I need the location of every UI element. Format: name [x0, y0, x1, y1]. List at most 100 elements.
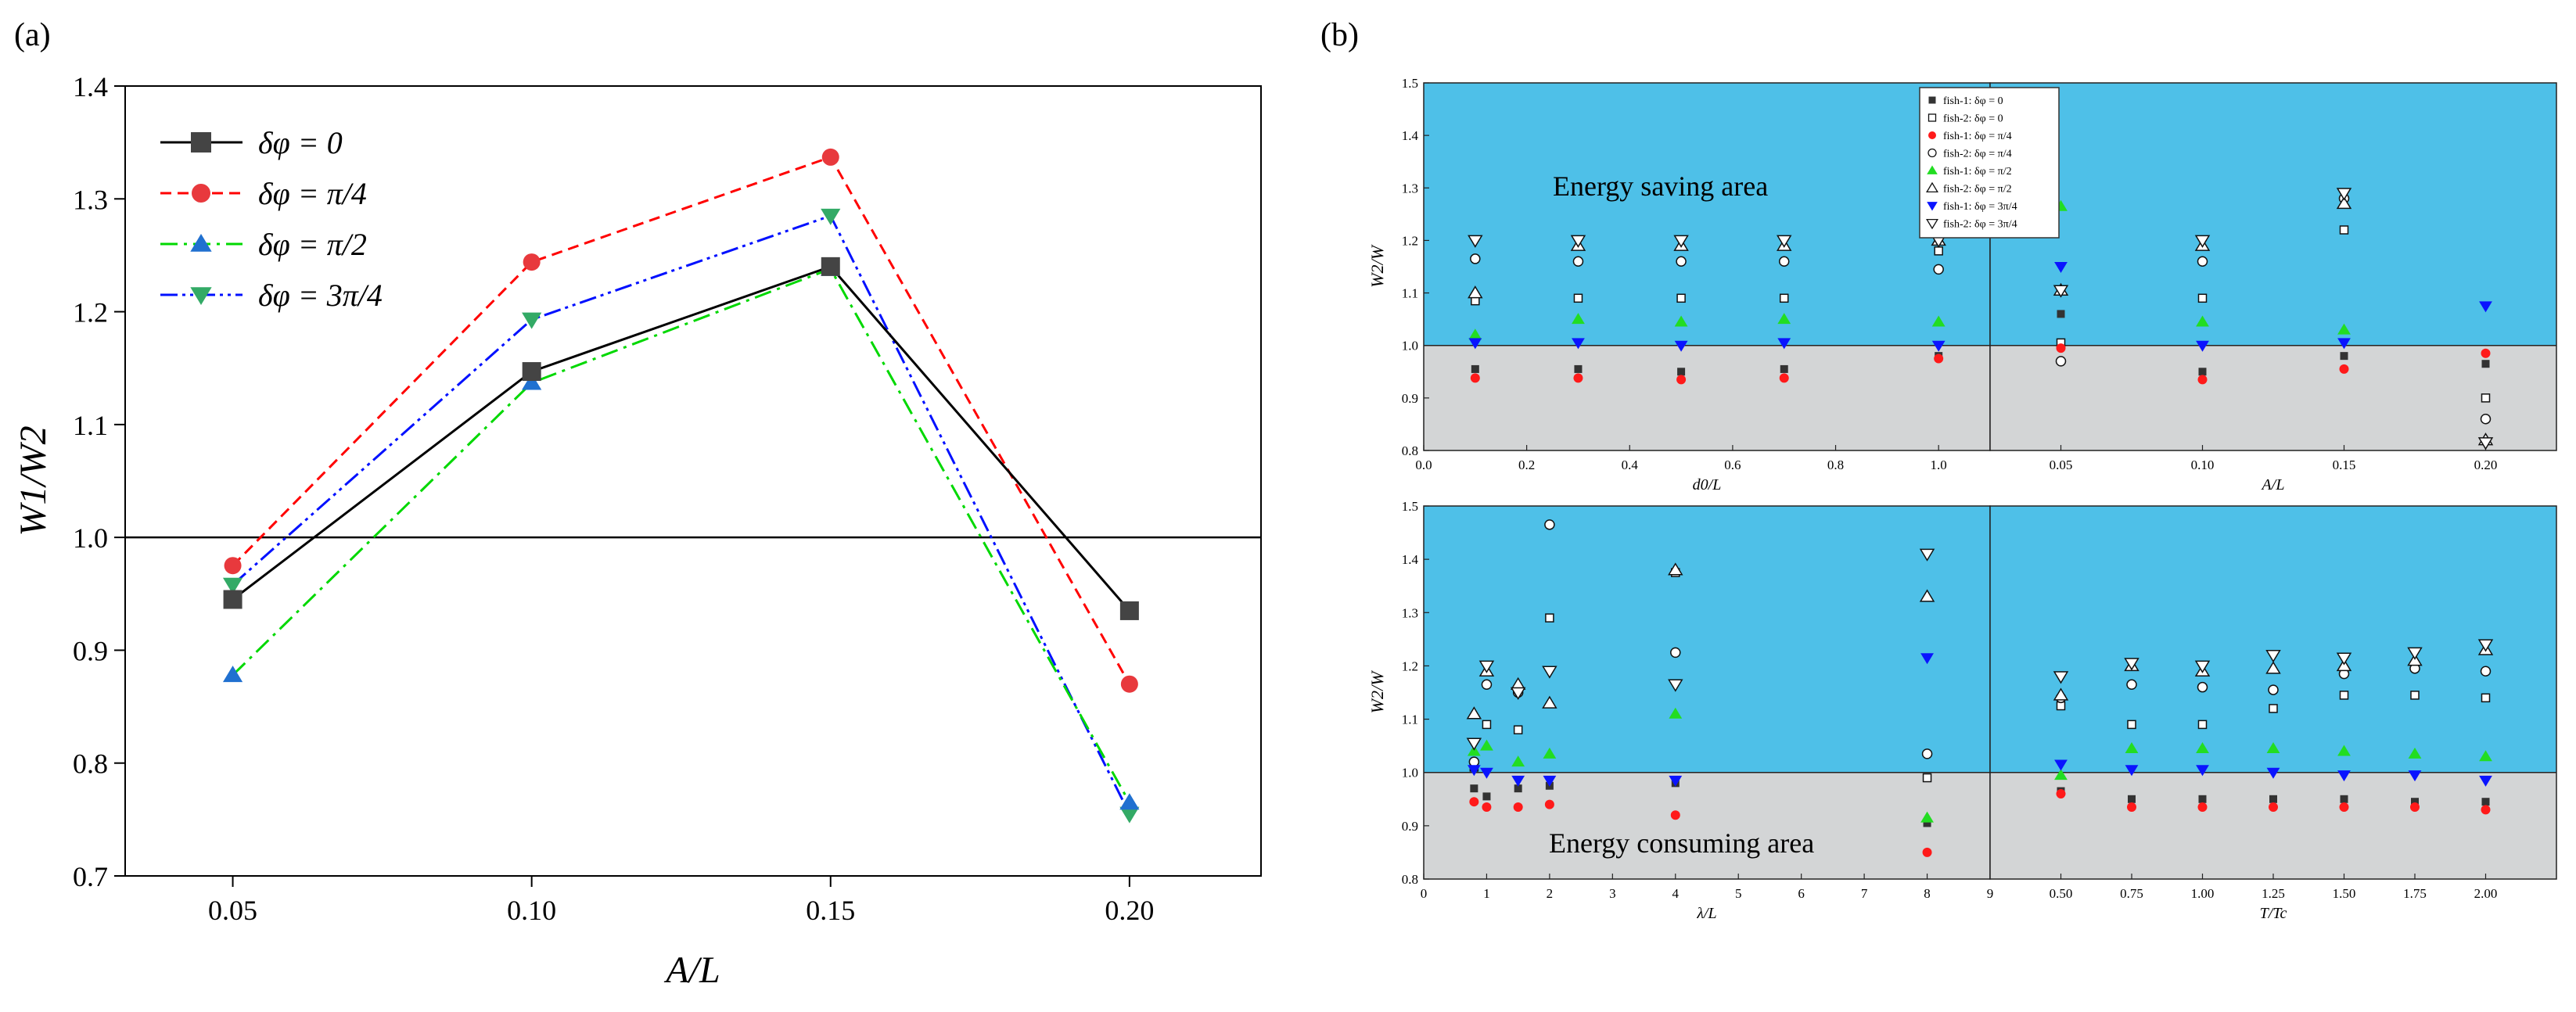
data-point: [522, 312, 542, 329]
data-point: [2340, 352, 2348, 361]
legend-marker: [1928, 131, 1936, 139]
data-point: [2053, 671, 2069, 684]
data-point: [2053, 687, 2069, 701]
legend-marker: [192, 184, 210, 203]
legend-marker: [190, 287, 212, 305]
subplot-1: 0.8 0.9 1.0 1.1 1.2 1.3 1.4 1.5 0.0 0.2 0.4 0.6 0.8 1…: [1402, 76, 1991, 493]
data-point: [2479, 301, 2492, 313]
data-point: [2198, 368, 2207, 376]
data-point: [523, 253, 541, 271]
x-axis-label: d0/L: [1693, 476, 1722, 493]
x-tick-label: 1: [1483, 886, 1490, 901]
legend-marker: [1927, 202, 1938, 211]
data-point: [1469, 797, 1479, 807]
x-tick-label: 0.50: [2050, 886, 2073, 901]
data-point: [222, 577, 243, 594]
data-point: [1676, 375, 1687, 385]
data-point: [1545, 613, 1554, 623]
plot-frame: [124, 85, 1262, 877]
data-point: [2057, 310, 2065, 318]
data-point: [2125, 742, 2139, 754]
legend-label: fish-2: δφ = π/2: [1943, 184, 2012, 196]
x-tick-label: 2.00: [2474, 886, 2498, 901]
data-point: [1480, 739, 1493, 751]
data-point: [1570, 235, 1586, 248]
data-point: [1674, 340, 1688, 352]
data-point: [1544, 519, 1555, 530]
y-axis-label: W2/W: [1367, 670, 1387, 713]
data-point: [1119, 806, 1140, 824]
data-point: [2056, 343, 2066, 353]
data-point: [2337, 323, 2351, 335]
x-axis-label: A/L: [663, 949, 720, 991]
energy-consuming-region: [1424, 345, 1990, 450]
data-point: [2266, 742, 2280, 754]
legend-label: fish-2: δφ = 0: [1943, 113, 2003, 125]
data-point: [1481, 679, 1493, 691]
x-tick-label: 0.0: [1415, 458, 1432, 472]
panel-label-b: (b): [1320, 17, 1359, 53]
energy-consuming-region: [1990, 345, 2556, 450]
data-point: [1676, 256, 1687, 267]
data-point: [2198, 795, 2207, 803]
data-point: [1480, 767, 1493, 779]
data-point: [1119, 793, 1140, 810]
data-point: [2196, 765, 2209, 777]
data-point: [1573, 373, 1583, 383]
data-point: [1573, 293, 1583, 303]
data-point: [2269, 795, 2277, 803]
data-point: [2337, 745, 2351, 756]
legend-label: fish-1: δφ = π/4: [1943, 131, 2012, 142]
y-tick-label: 1.0: [1402, 766, 1418, 781]
legend-marker: [191, 132, 211, 153]
data-point: [2127, 802, 2136, 813]
energy-saving-region: [1990, 506, 2556, 773]
data-point: [2411, 798, 2419, 806]
y-tick-label: 0.7: [73, 861, 108, 892]
legend-marker: [1927, 165, 1938, 174]
data-point: [1514, 784, 1522, 793]
data-point: [2055, 356, 2067, 367]
data-point: [1777, 235, 1792, 248]
legend-label: fish-2: δφ = π/4: [1943, 149, 2012, 160]
energy-consuming-region: [1990, 772, 2556, 879]
legend-label: fish-1: δφ = π/2: [1943, 166, 2012, 178]
energy-saving-annotation: Energy saving area: [1553, 170, 1768, 202]
energy-saving-region: [1990, 83, 2556, 346]
data-point: [2337, 338, 2351, 350]
legend: δφ = 0 δφ = π/4 δφ = π/2 δφ = 3π/4: [160, 125, 383, 313]
data-point: [1921, 748, 1933, 759]
data-point: [1542, 695, 1557, 709]
data-point: [1468, 756, 1480, 767]
y-tick-label: 1.4: [1402, 128, 1419, 143]
data-point: [1468, 338, 1482, 350]
x-tick-label: 6: [1798, 886, 1805, 901]
x-tick-label: 0.05: [2050, 458, 2073, 472]
data-point: [2124, 658, 2139, 671]
data-point: [2196, 315, 2209, 327]
data-point: [2053, 285, 2069, 298]
x-tick-label: 0.15: [806, 895, 855, 926]
y-tick-label: 1.3: [73, 184, 108, 215]
data-point: [2197, 293, 2208, 303]
data-point: [1542, 666, 1557, 679]
data-point: [1513, 725, 1523, 734]
data-point: [1120, 675, 1138, 693]
data-point: [1777, 338, 1791, 350]
x-axis-label: A/L: [2261, 476, 2285, 493]
x-tick-label: 5: [1735, 886, 1742, 901]
data-point: [2480, 413, 2492, 425]
y-tick-label: 0.8: [1402, 443, 1418, 458]
x-axis-label: T/Tc: [2260, 905, 2287, 922]
legend-marker: [1928, 148, 1937, 158]
data-point: [2196, 340, 2209, 352]
y-axis-label: W1/W2: [13, 425, 54, 536]
data-point: [1922, 773, 1932, 783]
data-point: [1670, 810, 1680, 820]
x-tick-label: 0.2: [1518, 458, 1535, 472]
y-tick-label: 0.9: [73, 635, 108, 666]
y-axis-label: W2/W: [1367, 244, 1387, 287]
x-tick-label: 0.10: [507, 895, 556, 926]
x-tick-label: 0.6: [1724, 458, 1741, 472]
y-tick-label: 0.8: [1402, 872, 1418, 887]
